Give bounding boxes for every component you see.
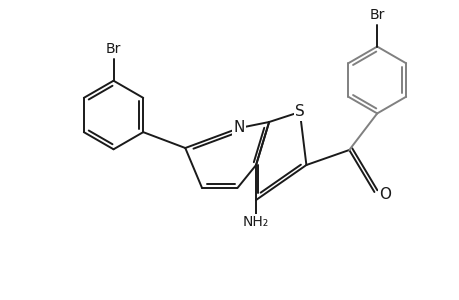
Text: Br: Br [106, 42, 121, 56]
Text: S: S [294, 104, 304, 119]
Text: O: O [379, 187, 391, 202]
Text: NH₂: NH₂ [242, 215, 269, 229]
Text: Br: Br [369, 8, 384, 22]
Text: N: N [233, 121, 245, 136]
